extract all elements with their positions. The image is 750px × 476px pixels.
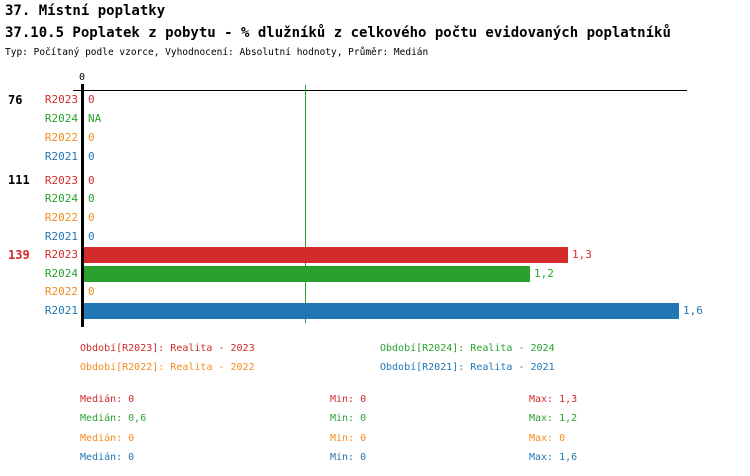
x-axis-line bbox=[73, 90, 687, 91]
row-period-label: R2022 bbox=[44, 285, 78, 298]
group-label-highlight: 139 bbox=[8, 248, 30, 262]
stat-median-r2022: Medián: 0 bbox=[80, 433, 135, 444]
row-period-label: R2022 bbox=[44, 131, 78, 144]
stat-median-r2024: Medián: 0,6 bbox=[80, 413, 147, 424]
row-value: 0 bbox=[88, 192, 95, 205]
bar-value-label: 1,6 bbox=[683, 304, 703, 317]
row-value: 0 bbox=[88, 174, 95, 187]
x-axis-tick-zero: 0 bbox=[78, 72, 86, 83]
row-period-label: R2023 bbox=[44, 174, 78, 187]
row-value: NA bbox=[88, 112, 102, 125]
stat-min-r2024: Min: 0 bbox=[330, 413, 367, 424]
row-period-label: R2021 bbox=[44, 230, 78, 243]
legend-item-r2024: Období[R2024]: Realita - 2024 bbox=[380, 343, 555, 354]
row-period-label: R2021 bbox=[44, 150, 78, 163]
report-subtitle: 37.10.5 Poplatek z pobytu - % dlužníků z… bbox=[5, 25, 671, 41]
bar-value-label: 1,3 bbox=[572, 248, 592, 261]
row-value: 0 bbox=[88, 211, 95, 224]
row-period-label: R2023 bbox=[44, 93, 78, 106]
median-reference-line bbox=[305, 85, 306, 323]
row-value: 0 bbox=[88, 93, 95, 106]
stat-median-r2023: Medián: 0 bbox=[80, 394, 135, 405]
row-value: 0 bbox=[88, 230, 95, 243]
group-label: 76 bbox=[8, 93, 23, 107]
stat-max-r2023: Max: 1,3 bbox=[529, 394, 578, 405]
bar-r2021 bbox=[84, 303, 679, 319]
stat-max-r2024: Max: 1,2 bbox=[529, 413, 578, 424]
legend-item-r2021: Období[R2021]: Realita - 2021 bbox=[380, 362, 555, 373]
row-period-label: R2024 bbox=[44, 112, 78, 125]
group-label: 111 bbox=[8, 173, 30, 187]
stat-max-r2022: Max: 0 bbox=[529, 433, 566, 444]
row-period-label: R2022 bbox=[44, 211, 78, 224]
stat-min-r2022: Min: 0 bbox=[330, 433, 367, 444]
row-value: 0 bbox=[88, 131, 95, 144]
legend-item-r2022: Období[R2022]: Realita - 2022 bbox=[80, 362, 255, 373]
row-period-label: R2021 bbox=[44, 304, 78, 317]
bar-r2024 bbox=[84, 266, 530, 282]
row-period-label: R2024 bbox=[44, 192, 78, 205]
stat-median-r2021: Medián: 0 bbox=[80, 452, 135, 463]
bar-r2023 bbox=[84, 247, 568, 263]
stat-min-r2023: Min: 0 bbox=[330, 394, 367, 405]
row-period-label: R2024 bbox=[44, 267, 78, 280]
row-period-label: R2023 bbox=[44, 248, 78, 261]
row-value: 0 bbox=[88, 150, 95, 163]
legend-item-r2023: Období[R2023]: Realita - 2023 bbox=[80, 343, 255, 354]
stat-max-r2021: Max: 1,6 bbox=[529, 452, 578, 463]
report-meta: Typ: Počítaný podle vzorce, Vyhodnocení:… bbox=[5, 47, 429, 58]
y-axis-line bbox=[81, 84, 84, 327]
report-title: 37. Místní poplatky bbox=[5, 3, 166, 19]
row-value: 0 bbox=[88, 285, 95, 298]
stat-min-r2021: Min: 0 bbox=[330, 452, 367, 463]
bar-value-label: 1,2 bbox=[534, 267, 554, 280]
